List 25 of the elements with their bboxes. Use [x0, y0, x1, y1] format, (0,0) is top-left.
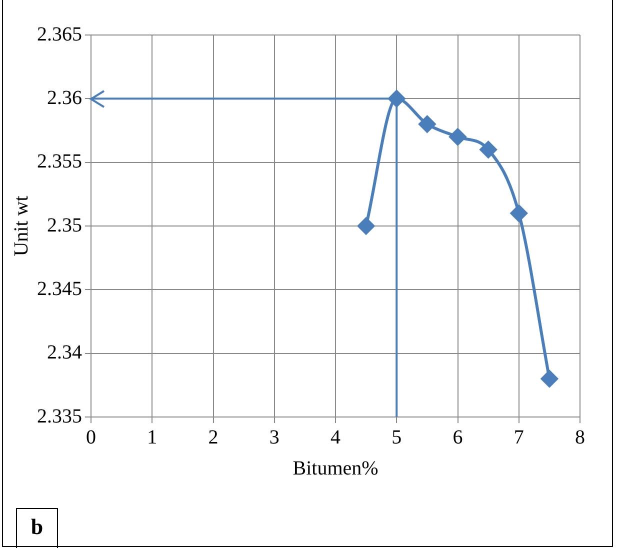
x-tick-label: 3: [269, 426, 280, 448]
y-tick-label: 2.335: [37, 405, 82, 428]
x-tick-label: 2: [208, 426, 218, 448]
y-tick-label: 2.365: [37, 23, 82, 46]
y-tick-label: 2.35: [47, 214, 82, 236]
x-tick-label: 7: [514, 426, 524, 448]
x-tick-label: 6: [452, 426, 463, 448]
point: [540, 370, 558, 388]
y-tick-label: 2.36: [47, 86, 82, 109]
point: [418, 116, 436, 133]
text: b: [16, 508, 58, 548]
y-tick-label: 2.345: [37, 278, 82, 300]
y-tick-label: 2.34: [47, 342, 82, 364]
x-tick-label: 8: [575, 426, 585, 448]
x-tick-label: 4: [330, 426, 340, 448]
x-axis-title: Bitumen%: [292, 457, 378, 480]
point: [358, 218, 375, 234]
y-axis-title: Unit wt: [10, 195, 32, 256]
point: [480, 141, 497, 158]
point: [449, 128, 466, 146]
x-tick-label: 1: [147, 426, 158, 448]
x-tick-label: 5: [392, 426, 402, 448]
point: [510, 204, 528, 222]
x-tick-label: 0: [86, 426, 96, 448]
y-tick-label: 2.355: [37, 150, 82, 173]
